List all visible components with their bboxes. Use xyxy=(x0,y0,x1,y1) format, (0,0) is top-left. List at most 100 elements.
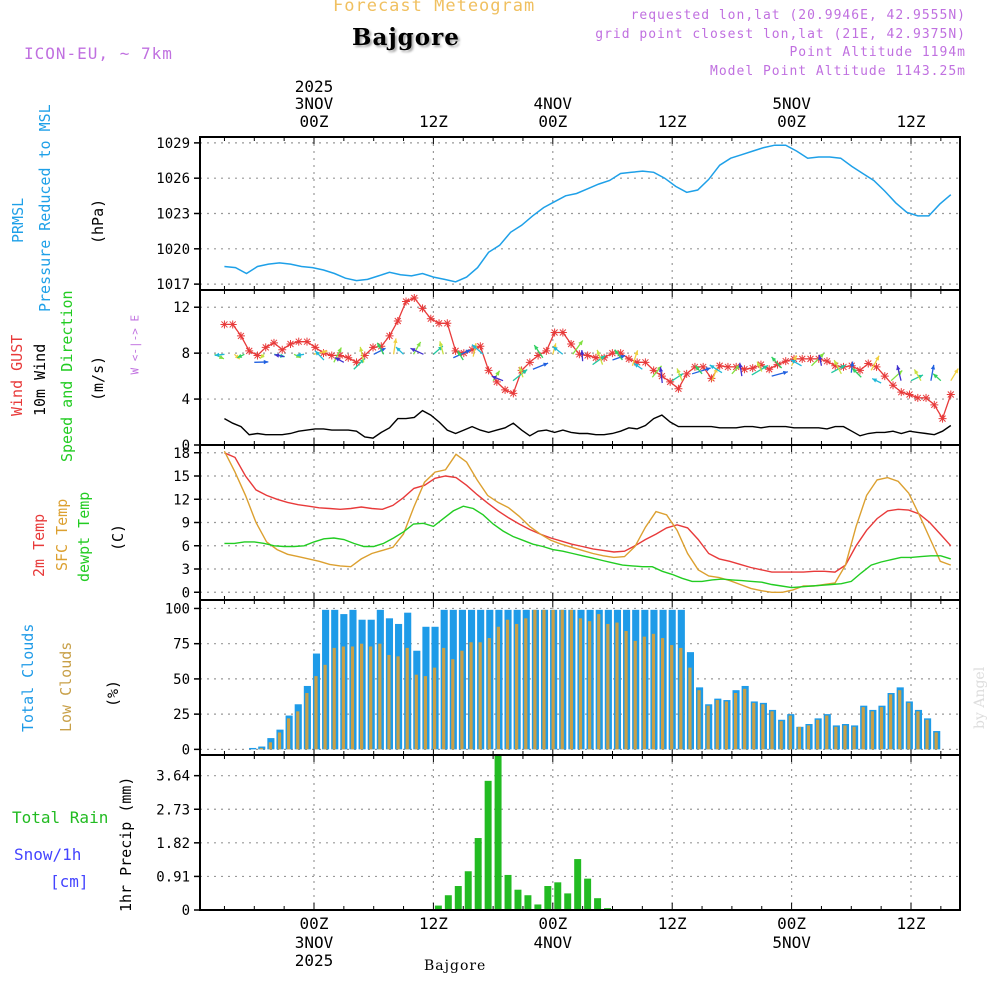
low-clouds-bar xyxy=(478,642,482,750)
top-time-tick-label: 00Z xyxy=(777,112,806,131)
pressure-series-line xyxy=(224,144,952,283)
wind-gust-marker xyxy=(418,304,427,313)
wind-gust-marker xyxy=(509,389,518,398)
rain-bar xyxy=(534,904,542,910)
wind-gust-marker xyxy=(426,314,435,323)
wind-gust-marker xyxy=(938,414,947,423)
wind-gust-marker xyxy=(534,351,543,360)
wind-gust-marker xyxy=(228,320,237,329)
wind-gust-marker xyxy=(385,331,394,340)
wind-direction-arrowhead xyxy=(337,347,342,353)
low-clouds-bar xyxy=(277,732,282,750)
wind-gust-marker xyxy=(872,362,881,371)
wind-gust-marker xyxy=(583,351,592,360)
wind-direction-arrowhead xyxy=(377,342,382,348)
low-clouds-bar xyxy=(560,609,564,750)
wind-direction-arrowhead xyxy=(600,355,606,360)
bottom-time-tick-label: 00Z xyxy=(300,914,329,933)
wind-direction-arrowhead xyxy=(930,364,936,370)
footer-location: Bajgore xyxy=(424,958,487,974)
low-clouds-bar xyxy=(679,647,683,750)
wind-gust-marker xyxy=(369,343,378,352)
wind-direction-arrowhead xyxy=(491,375,497,380)
wind-gust-marker xyxy=(294,337,303,346)
wind-direction-arrowhead xyxy=(543,362,549,367)
low-clouds-bar xyxy=(642,636,646,750)
temperature-ytick-label: 18 xyxy=(173,446,190,462)
wind-gust-marker xyxy=(674,384,683,393)
wind-direction-arrowhead xyxy=(771,356,777,362)
temperature-ytick-label: 15 xyxy=(173,469,190,485)
low-clouds-bar xyxy=(779,721,783,750)
wind-gust-marker xyxy=(550,328,559,337)
wind-direction-arrowhead xyxy=(465,349,471,354)
wind-direction-arrowhead xyxy=(471,344,477,350)
top-time-tick-label: 00Z xyxy=(300,112,329,131)
rain-bar xyxy=(464,871,472,910)
low-clouds-bar xyxy=(359,643,364,750)
wind-gust-marker xyxy=(393,317,402,325)
wind-direction-arrowhead xyxy=(875,355,880,361)
low-clouds-bar xyxy=(314,676,318,750)
low-clouds-bar xyxy=(451,659,455,750)
low-clouds-bar xyxy=(697,690,701,750)
precip-label-snow: Snow/1h xyxy=(14,845,82,864)
wind-gust-marker xyxy=(220,320,229,329)
wind-direction-arrowhead xyxy=(709,364,715,370)
wind-direction-arrowhead xyxy=(596,349,601,355)
wind-direction-arrowhead xyxy=(393,338,398,344)
wind-direction-arrowhead xyxy=(896,365,901,371)
precip-ytick-label: 0.91 xyxy=(156,869,190,885)
wind-gust-marker xyxy=(591,353,600,362)
low-clouds-bar xyxy=(724,701,729,750)
rain-bar xyxy=(564,893,572,910)
temp-sfc-series-line xyxy=(223,450,952,593)
wind-gust-marker xyxy=(798,354,807,363)
total-clouds-bar xyxy=(249,747,257,750)
wind-direction-arrowhead xyxy=(416,341,421,347)
bottom-date-label: 3NOV xyxy=(295,933,334,952)
wind-gust-marker xyxy=(567,339,576,348)
wind-direction-arrowhead xyxy=(579,350,585,355)
wind-gust-marker xyxy=(922,393,931,402)
wind-direction-arrowhead xyxy=(914,369,919,375)
wind-direction-arrowhead xyxy=(237,353,243,358)
low-clouds-bar xyxy=(907,702,911,750)
low-clouds-bar xyxy=(743,688,747,750)
wind-gust-marker xyxy=(484,366,493,375)
low-clouds-bar xyxy=(715,700,719,750)
low-clouds-bar xyxy=(761,704,765,750)
pressure-ytick-label: 1023 xyxy=(156,207,190,223)
wind-direction-arrowhead xyxy=(954,368,959,374)
wind-gust-marker xyxy=(278,345,287,354)
low-clouds-bar xyxy=(341,646,345,750)
low-clouds-bar xyxy=(606,623,610,750)
low-clouds-bar xyxy=(405,647,409,750)
wind-direction-arrowhead xyxy=(359,346,364,352)
wind-gust-marker xyxy=(336,351,345,360)
wind-direction-arrowhead xyxy=(296,352,302,357)
wind-direction-arrowhead xyxy=(410,348,416,353)
wind-direction-arrowhead xyxy=(790,359,796,364)
low-clouds-bar xyxy=(879,707,884,750)
wind-gust-marker xyxy=(236,331,245,340)
wind-gust-marker xyxy=(286,339,295,348)
clouds-ytick-label: 50 xyxy=(173,672,190,688)
wind-gust-marker xyxy=(641,358,650,367)
top-time-tick-label: 00Z xyxy=(538,112,567,131)
low-clouds-bar xyxy=(752,702,756,750)
wind-gust-marker xyxy=(624,354,633,363)
wind-direction-arrows xyxy=(214,338,959,384)
temperature-ytick-label: 3 xyxy=(182,562,190,578)
pressure-grid xyxy=(194,137,960,290)
wind-direction-arrowhead xyxy=(634,363,639,368)
wind-gust-marker xyxy=(575,350,584,359)
bottom-time-tick-label: 00Z xyxy=(538,914,567,933)
bottom-date-label: 4NOV xyxy=(534,933,573,952)
pressure-ytick-label: 1020 xyxy=(156,242,190,258)
meteogram-title: Forecast Meteogram xyxy=(333,0,536,16)
wind-gust-marker xyxy=(913,393,922,402)
low-clouds-bar xyxy=(806,725,811,750)
top-time-tick-label: 12Z xyxy=(897,112,926,131)
low-clouds-bar xyxy=(925,719,929,750)
